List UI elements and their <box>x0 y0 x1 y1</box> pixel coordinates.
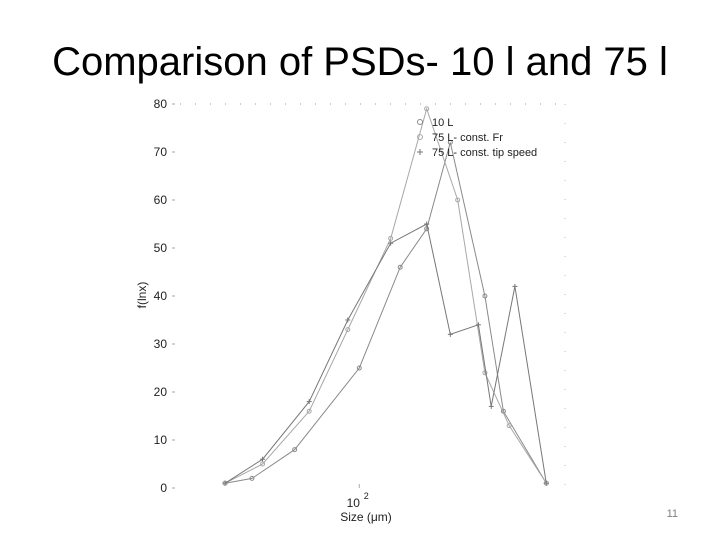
data-point <box>388 240 394 246</box>
data-point <box>222 480 228 486</box>
y-tick-label: 40 <box>154 289 168 303</box>
slide-number: 11 <box>666 508 678 520</box>
data-point <box>447 139 453 145</box>
data-point <box>249 475 255 481</box>
data-point <box>482 370 488 376</box>
data-point <box>292 447 298 453</box>
data-point <box>306 408 312 414</box>
legend-label: 75 L- const. Fr <box>432 132 503 144</box>
series-line <box>224 223 547 484</box>
chart-axes: 01020304050607080102103 <box>154 97 566 510</box>
data-point <box>424 226 430 232</box>
series-line <box>224 107 547 484</box>
data-point <box>424 106 430 112</box>
y-axis-label: f(lnx) <box>135 282 149 309</box>
y-tick-label: 10 <box>154 433 168 447</box>
legend-marker <box>417 134 423 140</box>
data-point <box>512 283 518 289</box>
data-point <box>543 480 549 486</box>
legend-label: 10 L <box>432 117 453 129</box>
data-point <box>345 327 351 333</box>
data-point <box>424 221 430 227</box>
legend-marker <box>417 119 423 125</box>
slide-title: Comparison of PSDs- 10 l and 75 l <box>52 40 668 84</box>
data-point <box>482 293 488 299</box>
chart-series <box>222 106 549 486</box>
y-tick-label: 50 <box>154 241 168 255</box>
x-tick-label: 10 <box>347 496 361 510</box>
legend-label: 75 L- const. tip speed <box>432 147 537 159</box>
data-point <box>356 365 362 371</box>
y-tick-label: 60 <box>154 193 168 207</box>
y-tick-label: 30 <box>154 337 168 351</box>
data-point <box>447 331 453 337</box>
y-tick-label: 20 <box>154 385 168 399</box>
data-point <box>506 423 512 429</box>
data-point <box>455 197 461 203</box>
y-tick-label: 80 <box>154 97 168 111</box>
x-tick-exponent: 2 <box>364 491 369 501</box>
y-tick-label: 0 <box>160 481 167 495</box>
data-point <box>260 456 266 462</box>
data-point <box>475 322 481 328</box>
data-point <box>397 264 403 270</box>
chart-legend: 10 L 75 L- const. Fr 75 L- const. tip spee… <box>417 117 537 159</box>
data-point <box>388 235 394 241</box>
x-axis-label: Size (μm) <box>340 510 392 524</box>
data-point <box>306 399 312 405</box>
data-point <box>260 461 266 467</box>
data-point <box>488 403 494 409</box>
data-point <box>345 317 351 323</box>
series-line <box>225 142 547 484</box>
y-tick-label: 70 <box>154 145 168 159</box>
